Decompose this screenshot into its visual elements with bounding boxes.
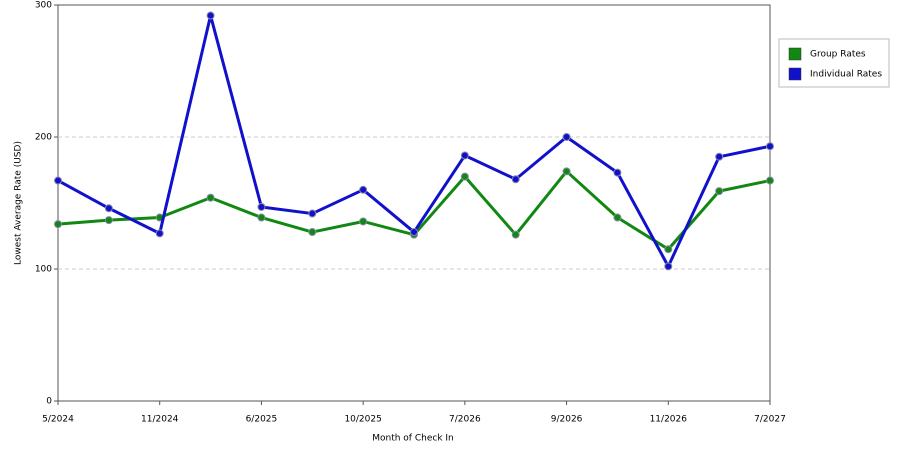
data-point [308,209,317,218]
data-point [511,175,520,184]
y-tick-label: 300 [35,1,52,11]
data-point [613,213,622,222]
data-point [562,167,571,176]
data-point [206,193,215,202]
legend-swatch [788,47,802,61]
data-point [54,176,62,185]
x-tick-label: 9/2026 [551,415,583,425]
data-point [104,204,113,213]
y-axis-label: Lowest Average Rate (USD) [14,141,24,265]
x-axis-label: Month of Check In [372,434,454,444]
data-point [715,152,724,161]
x-tick-label: 7/2027 [754,415,786,425]
data-point [766,142,774,151]
x-tick-label: 11/2024 [141,415,179,425]
legend-label: Individual Rates [810,70,882,80]
data-point [715,187,724,196]
data-point [460,172,469,181]
legend-swatch [788,67,802,81]
x-tick-label: 10/2025 [344,415,381,425]
y-tick-label: 100 [35,265,52,275]
x-tick-label: 5/2024 [42,415,74,425]
data-point [54,220,62,229]
x-tick-label: 7/2026 [449,415,481,425]
legend-label: Group Rates [810,50,866,60]
data-point [613,168,622,177]
plot-frame [57,4,771,402]
data-point [359,185,368,194]
data-point [206,11,215,20]
data-point [511,230,520,239]
y-tick-label: 0 [46,397,52,407]
data-point [460,151,469,160]
x-tick-label: 6/2025 [246,415,278,425]
data-point [562,133,571,141]
data-point [257,202,266,211]
y-tick-label: 200 [35,133,52,143]
data-point [104,216,113,225]
x-tick-label: 11/2026 [650,415,688,425]
data-point [410,228,418,237]
data-point [766,176,774,185]
data-point [664,262,673,271]
data-point [359,217,368,226]
data-point [308,228,317,237]
data-point [155,229,164,238]
data-point [257,213,266,222]
data-point [664,245,673,254]
